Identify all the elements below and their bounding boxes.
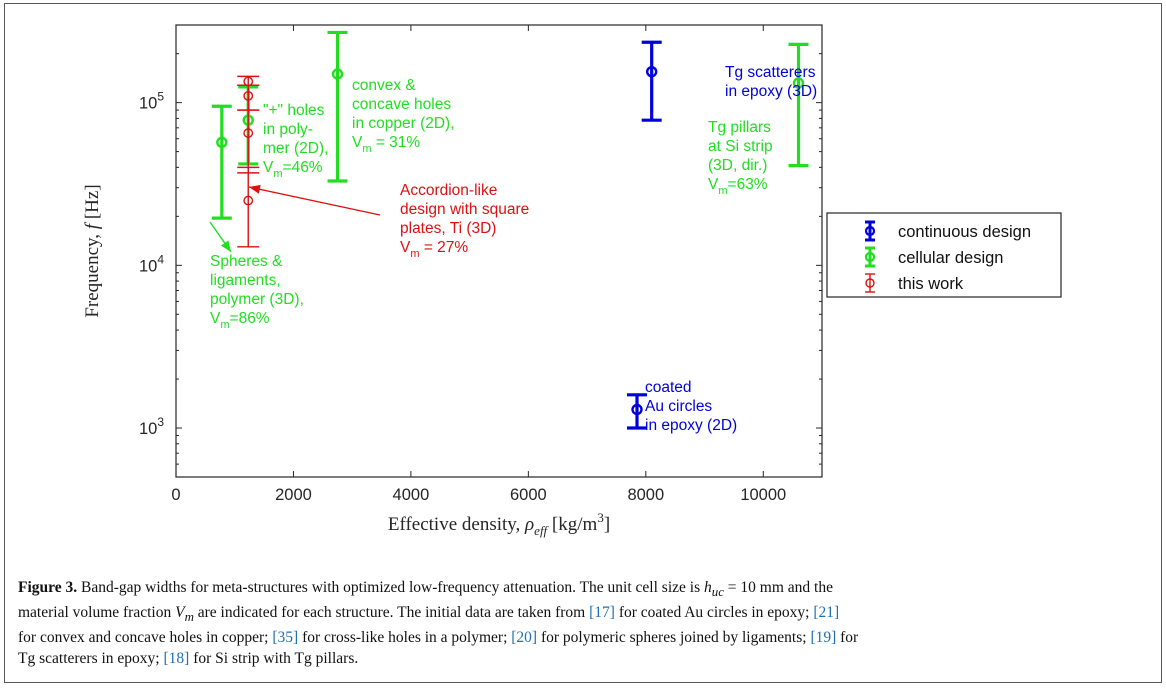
x-tick-label: 6000 [510, 486, 547, 504]
chart: 0 2000 4000 6000 8000 10000 103 104 105 "+" hol… [82, 24, 1062, 538]
annotations: "+" holes in poly-mer (2D), Vm=46% convex &… [210, 64, 817, 434]
legend-marker [864, 251, 876, 263]
legend-label: cellular design [898, 249, 1003, 267]
spheres-arrow-head [221, 240, 231, 252]
data-marker [631, 403, 643, 416]
data-marker [243, 195, 254, 206]
x-tick-label: 8000 [627, 486, 664, 504]
accordion-arrow-head [249, 184, 261, 194]
this-work-point-3 [237, 166, 260, 248]
y-tick-label: 104 [139, 252, 164, 275]
data-marker [645, 65, 658, 78]
legend-label: continuous design [898, 223, 1031, 241]
x-axis: 0 2000 4000 6000 8000 10000 [171, 25, 786, 504]
x-tick-label: 10000 [740, 486, 786, 504]
legend-item-this-work: this work [865, 273, 964, 293]
legend: continuous design cellular design this wor… [826, 212, 1062, 298]
plot-area [175, 24, 823, 478]
ref-link-17[interactable]: [17] [589, 604, 615, 622]
x-tick-label: 4000 [393, 486, 430, 504]
legend-item-cellular: cellular design [864, 246, 1003, 268]
ref-link-18[interactable]: [18] [163, 650, 190, 668]
annotation-4: Accordion-like design with square plates, … [400, 182, 529, 260]
legend-item-continuous: continuous design [864, 220, 1031, 242]
data-series [211, 30, 809, 430]
annotation-3: Tg pillars at Si strip (3D, dir.) Vm=63% [708, 119, 773, 197]
cellular-point-0 [211, 104, 232, 220]
cellular-point-3 [788, 42, 809, 168]
y-axis-label: Frequency, f [Hz] [82, 184, 103, 317]
x-tick-label: 0 [171, 486, 180, 504]
legend-marker [864, 225, 876, 237]
continuous-point-0 [641, 40, 662, 122]
annotation-2: Tg scatterers in epoxy (3D) [725, 64, 817, 100]
y-tick-label: 105 [139, 90, 164, 113]
accordion-arrow [248, 186, 381, 216]
figure-caption: Figure 3. Band-gap widths for meta-struc… [18, 579, 859, 668]
data-marker [216, 136, 228, 149]
caption-label: Figure 3. [18, 579, 78, 596]
ref-link-20[interactable]: [20] [511, 629, 538, 647]
ref-link-21[interactable]: [21] [813, 604, 840, 622]
legend-marker [865, 278, 875, 288]
legend-label: this work [898, 275, 964, 293]
data-marker [792, 77, 805, 89]
figure-frame [4, 3, 1162, 683]
ref-link-19[interactable]: [19] [810, 629, 837, 647]
annotation-6: coated Au circles in epoxy (2D) [645, 379, 737, 434]
annotation-5: Spheres & ligaments, polymer (3D), Vm=86% [210, 253, 304, 331]
annotation-0: "+" holes in poly-mer (2D), Vm=46% [263, 102, 328, 180]
x-tick-label: 2000 [275, 486, 312, 504]
data-marker [331, 68, 344, 80]
data-marker [243, 128, 254, 138]
ref-link-35[interactable]: [35] [272, 629, 299, 647]
y-axis: 103 104 105 [139, 24, 822, 478]
y-tick-label: 103 [139, 415, 164, 438]
continuous-point-1 [627, 393, 648, 430]
x-axis-label: Effective density, ρeff [kg/m3] [388, 510, 610, 538]
annotation-arrows [209, 184, 381, 253]
annotation-1: convex & concave holes in copper (2D), Vm =… [352, 77, 455, 155]
cellular-point-2 [327, 30, 348, 183]
